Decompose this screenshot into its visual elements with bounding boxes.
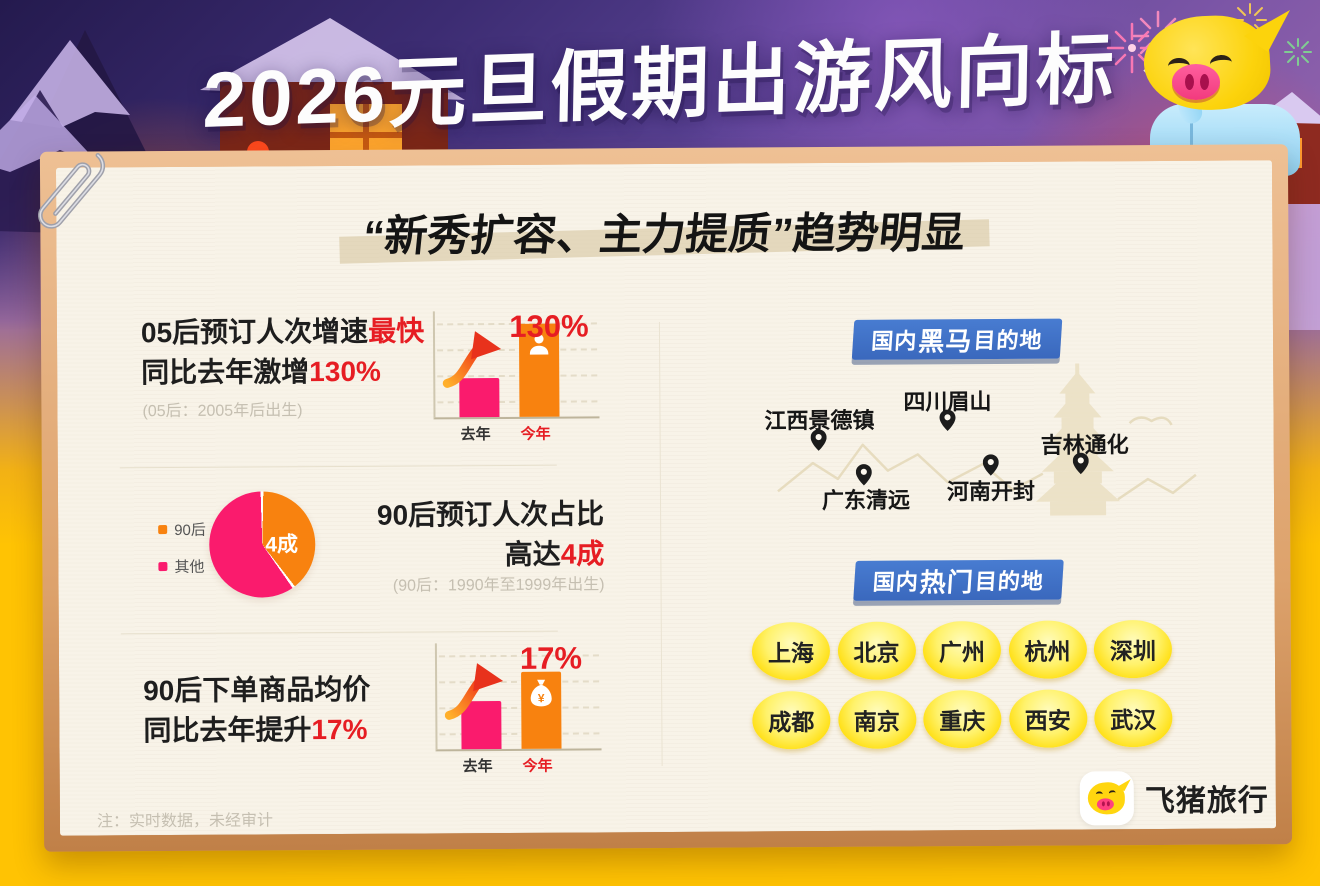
city-pill: 杭州 (1008, 620, 1087, 679)
hot-cities-row-2: 成都 南京 重庆 西安 武汉 (752, 688, 1173, 750)
stat-line: 同比去年提升17% (143, 713, 368, 747)
map-pin-icon (982, 454, 999, 476)
mascot-nostril (1200, 74, 1209, 90)
stat-05hou-text: 05后预订人次增速最快 同比去年激增130% (141, 311, 425, 393)
x-label-this-year: 今年 (520, 425, 551, 443)
mascot-snout (1172, 64, 1220, 100)
mascot-jacket-zipper (1190, 110, 1193, 170)
destination-label: 河南开封 (946, 478, 1036, 505)
stat-90hou-footnote: (90后：1990年至1999年出生) (392, 576, 605, 595)
stat-line: 同比去年激增130% (141, 355, 381, 389)
logo-pig-snout (1096, 798, 1114, 811)
data-disclaimer: 注：实时数据，未经审计 (96, 812, 274, 831)
growth-arrow-icon (442, 331, 502, 388)
fliggy-logo: 飞猪旅行 (1079, 770, 1269, 826)
stat-line: 05后预订人次增速最快 (140, 315, 425, 349)
logo-pig-eye (1095, 791, 1103, 798)
map-pin-icon (855, 464, 872, 486)
x-label-this-year: 今年 (522, 757, 553, 775)
hot-cities-row-1: 上海 北京 广州 杭州 深圳 (751, 619, 1173, 681)
legend-swatch-other (158, 562, 168, 572)
city-pill: 成都 (752, 691, 831, 750)
x-label-last-year: 去年 (460, 426, 491, 444)
section-divider (120, 630, 558, 635)
city-pill: 广州 (922, 620, 1002, 680)
pie-slice-label: 4成 (265, 533, 299, 557)
city-pill: 武汉 (1094, 688, 1173, 748)
logo-pig-nostril (1106, 801, 1110, 807)
brand-name: 飞猪旅行 (1144, 784, 1269, 819)
stat-line: 90后预订人次占比 (376, 498, 605, 531)
logo-pig-eye (1108, 789, 1117, 797)
person-icon (529, 334, 549, 355)
map-pin-icon (1072, 452, 1089, 475)
badge-dark-horse-destinations: 国内 黑马 目的地 (851, 318, 1063, 360)
pie-legend: 90后 其他 (158, 519, 206, 577)
growth-arrow-icon (444, 663, 504, 720)
paperclip-icon (38, 152, 106, 229)
map-pin-icon (939, 409, 956, 431)
mascot-nostril (1185, 74, 1194, 90)
stat-price-text: 90后下单商品均价 同比去年提升17% (143, 670, 371, 751)
bar-chart-05hou: 130% (431, 304, 614, 445)
bar-this-year (518, 323, 560, 417)
money-bag-icon: ¥ (530, 679, 552, 706)
x-label-last-year: 去年 (462, 758, 493, 776)
legend-item: 其他 (158, 556, 206, 577)
stat-05hou-footnote: (05后：2005年后出生) (142, 402, 303, 421)
card-title: “新秀扩容、主力提质”趋势明显 (360, 209, 968, 261)
mascot-eye-left (1168, 58, 1190, 75)
city-pill: 上海 (751, 622, 831, 681)
legend-swatch-90hou (158, 525, 168, 535)
bar-chart-plot (432, 310, 600, 420)
city-pill: 南京 (837, 690, 917, 749)
map-pin-icon (810, 429, 827, 451)
bar-chart-annotation: 130% (509, 308, 589, 344)
svg-text:¥: ¥ (538, 691, 545, 705)
city-pill: 深圳 (1093, 619, 1173, 679)
city-pill: 重庆 (923, 689, 1002, 749)
bar-chart-price: 17% ¥ (433, 636, 616, 777)
city-pill: 西安 (1008, 689, 1088, 748)
city-pill: 北京 (837, 621, 916, 680)
stat-90hou-share-text: 90后预订人次占比 高达4成 (358, 494, 605, 576)
legend-item: 90后 (158, 519, 206, 540)
badge-hot-destinations: 国内 热门 目的地 (853, 559, 1064, 601)
logo-pig-nostril (1101, 801, 1105, 807)
bar-this-year: ¥ (521, 671, 562, 749)
bar-chart-annotation: 17% (519, 640, 583, 676)
pie-chart-90hou: 4成 (208, 491, 316, 598)
stat-line: 90后下单商品均价 (143, 673, 371, 707)
infographic-card: “新秀扩容、主力提质”趋势明显 05后预订人次增速最快 同比去年激增130% (… (55, 160, 1277, 836)
clipboard-board: “新秀扩容、主力提质”趋势明显 05后预订人次增速最快 同比去年激增130% (… (39, 144, 1293, 852)
fliggy-logo-icon (1079, 771, 1135, 826)
column-divider (658, 322, 663, 767)
section-divider (119, 464, 557, 469)
bar-chart-plot: ¥ (434, 642, 602, 752)
